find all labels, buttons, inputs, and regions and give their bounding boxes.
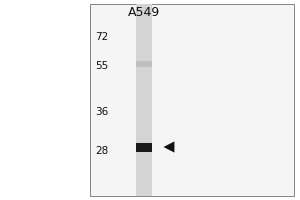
Text: 55: 55: [95, 61, 108, 71]
Bar: [136, 4, 152, 196]
Text: A549: A549: [128, 5, 160, 19]
Bar: [136, 142, 152, 152]
Bar: [136, 61, 152, 67]
Bar: [90, 4, 294, 196]
Text: 28: 28: [95, 146, 108, 156]
Text: 72: 72: [95, 32, 108, 42]
Text: 36: 36: [95, 107, 108, 117]
Polygon shape: [164, 141, 174, 153]
